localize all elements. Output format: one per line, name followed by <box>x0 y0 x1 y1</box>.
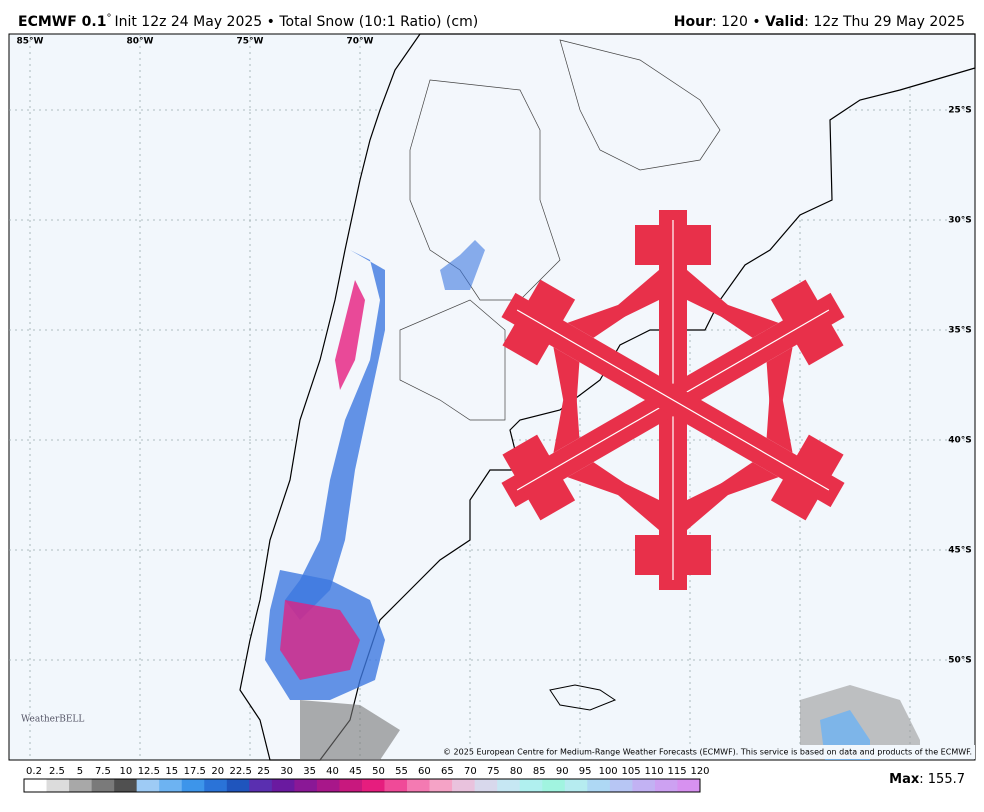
colorbar-label: 120 <box>690 766 709 777</box>
colorbar-label: 17.5 <box>184 766 206 777</box>
colorbar-label: 105 <box>622 766 641 777</box>
snow-areas <box>265 240 920 760</box>
colorbar-swatch <box>452 779 475 792</box>
colorbar: 0.2 2.5 5 7.5 10 12.5 15 17.5 20 22.5 25 30 35 40 45 50… <box>23 766 710 793</box>
colorbar-swatch <box>384 779 408 792</box>
colorbar-label: 20 <box>211 766 224 777</box>
latitude-label: 40°S <box>948 436 972 446</box>
colorbar-label: 95 <box>579 766 592 777</box>
latitude-label: 25°S <box>948 106 972 116</box>
hour-label: Hour <box>674 14 712 30</box>
copyright-bg <box>455 745 975 759</box>
longitude-label: 85°W <box>17 37 44 47</box>
colorbar-swatch <box>542 779 566 792</box>
colorbar-swatch <box>136 779 160 792</box>
colorbar-label: 50 <box>372 766 385 777</box>
logo: WeatherBELL <box>21 715 84 725</box>
longitude-label: 70°W <box>347 37 374 47</box>
colorbar-swatch <box>362 779 385 792</box>
colorbar-label: 75 <box>487 766 500 777</box>
colorbar-swatch <box>429 779 453 792</box>
colorbar-swatch <box>519 779 543 792</box>
colorbar-swatch <box>474 779 498 792</box>
valid: : 12z Thu 29 May 2025 <box>804 14 965 30</box>
colorbar-swatch <box>564 779 588 792</box>
colorbar-label: 65 <box>441 766 454 777</box>
colorbar-label: 5 <box>77 766 83 777</box>
colorbar-swatch <box>339 779 363 792</box>
colorbar-swatch <box>114 779 137 792</box>
colorbar-label: 22.5 <box>230 766 252 777</box>
max-label: Max <box>889 772 920 787</box>
max-value: : 155.7 <box>919 772 965 787</box>
falklands <box>549 684 617 711</box>
latitude-label: 30°S <box>948 216 972 226</box>
colorbar-label: 0.2 <box>26 766 42 777</box>
model: ECMWF 0.1 <box>18 14 106 30</box>
longitude-label: 75°W <box>237 37 264 47</box>
colorbar-label: 80 <box>510 766 523 777</box>
colorbar-label: 115 <box>667 766 686 777</box>
colorbar-swatch <box>316 779 340 792</box>
colorbar-swatch <box>159 779 183 792</box>
colorbar-label: 7.5 <box>95 766 111 777</box>
latitude-label: 35°S <box>948 326 972 336</box>
colorbar-swatch <box>632 779 656 792</box>
header-left: ECMWF 0.1° Init 12z 24 May 2025 • Total S… <box>18 13 478 30</box>
colorbar-label: 30 <box>280 766 293 777</box>
degree: ° <box>106 13 111 24</box>
colorbar-label: 70 <box>464 766 477 777</box>
hour: : 120 • <box>712 14 765 30</box>
colorbar-label: 15 <box>165 766 178 777</box>
colorbar-swatch <box>181 779 205 792</box>
colorbar-label: 90 <box>556 766 569 777</box>
colorbar-swatch <box>609 779 633 792</box>
snowflake <box>480 210 866 590</box>
colorbar-swatch <box>91 779 115 792</box>
colorbar-label: 60 <box>418 766 431 777</box>
land <box>239 33 976 761</box>
colorbar-label: 2.5 <box>49 766 65 777</box>
valid-label: Valid <box>765 14 804 30</box>
colorbar-swatch <box>24 779 47 792</box>
colorbar-label: 10 <box>119 766 132 777</box>
colorbar-swatch <box>69 779 92 792</box>
colorbar-label: 40 <box>326 766 339 777</box>
latitude-label: 50°S <box>948 656 972 666</box>
copyright: © 2025 European Centre for Medium-Range … <box>443 748 972 757</box>
colorbar-label: 45 <box>349 766 362 777</box>
colorbar-label: 35 <box>303 766 316 777</box>
colorbar-swatch <box>46 779 70 792</box>
colorbar-swatch <box>249 779 273 792</box>
colorbar-swatch <box>677 779 701 792</box>
colorbar-label: 25 <box>257 766 270 777</box>
description: Init 12z 24 May 2025 • Total Snow (10:1 … <box>114 14 478 30</box>
colorbar-swatch <box>204 779 228 792</box>
colorbar-swatch <box>271 779 295 792</box>
colorbar-swatch <box>587 779 611 792</box>
colorbar-border <box>23 778 701 793</box>
colorbar-swatch <box>497 779 521 792</box>
longitude-label: 80°W <box>127 37 154 47</box>
colorbar-label: 55 <box>395 766 408 777</box>
colorbar-label: 100 <box>599 766 618 777</box>
colorbar-label: 85 <box>533 766 546 777</box>
colorbar-swatch <box>407 779 430 792</box>
colorbar-swatch <box>654 779 678 792</box>
colorbar-swatch <box>226 779 250 792</box>
colorbar-label: 12.5 <box>138 766 160 777</box>
colorbar-label: 110 <box>645 766 664 777</box>
latitude-label: 45°S <box>948 546 972 556</box>
header-right: Hour: 120 • Valid: 12z Thu 29 May 2025 <box>674 14 965 30</box>
colorbar-swatch <box>294 779 318 792</box>
max: Max: 155.7 <box>889 772 965 787</box>
